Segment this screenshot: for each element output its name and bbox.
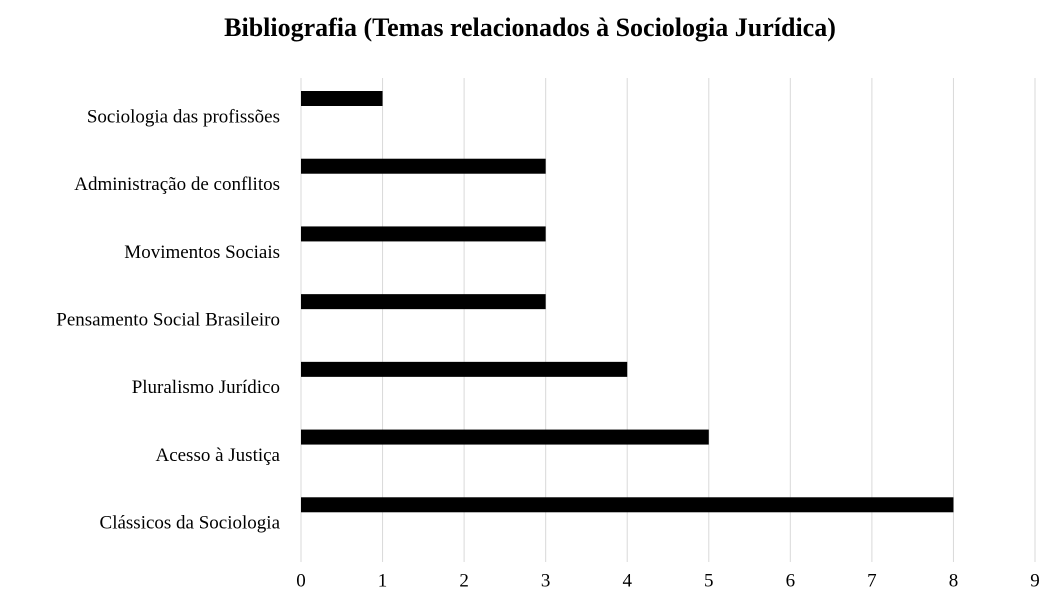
y-tick-label: Administração de conflitos (74, 174, 280, 195)
y-tick-label: Movimentos Sociais (124, 242, 280, 263)
y-tick-label: Clássicos da Sociologia (100, 513, 281, 534)
x-tick-label: 5 (704, 570, 714, 590)
x-tick-label: 9 (1030, 570, 1040, 590)
chart-title: Bibliografia (Temas relacionados à Socio… (224, 13, 836, 42)
y-tick-label: Sociologia das profissões (87, 106, 280, 127)
x-tick-label: 2 (459, 570, 469, 590)
x-tick-label: 8 (949, 570, 959, 590)
bar (301, 294, 546, 310)
x-tick-label: 7 (867, 570, 877, 590)
x-tick-label: 3 (541, 570, 551, 590)
y-tick-label: Pluralismo Jurídico (132, 377, 280, 398)
y-tick-label: Pensamento Social Brasileiro (56, 310, 280, 331)
bar (301, 429, 709, 445)
bar (301, 226, 546, 242)
y-tick-label: Acesso à Justiça (155, 445, 280, 466)
bar (301, 91, 383, 106)
x-tick-label: 1 (378, 570, 388, 590)
bar (301, 158, 546, 174)
x-tick-label: 4 (622, 570, 632, 590)
x-tick-label: 6 (786, 570, 796, 590)
bar (301, 361, 628, 377)
bar (301, 497, 954, 513)
x-tick-label: 0 (296, 570, 306, 590)
